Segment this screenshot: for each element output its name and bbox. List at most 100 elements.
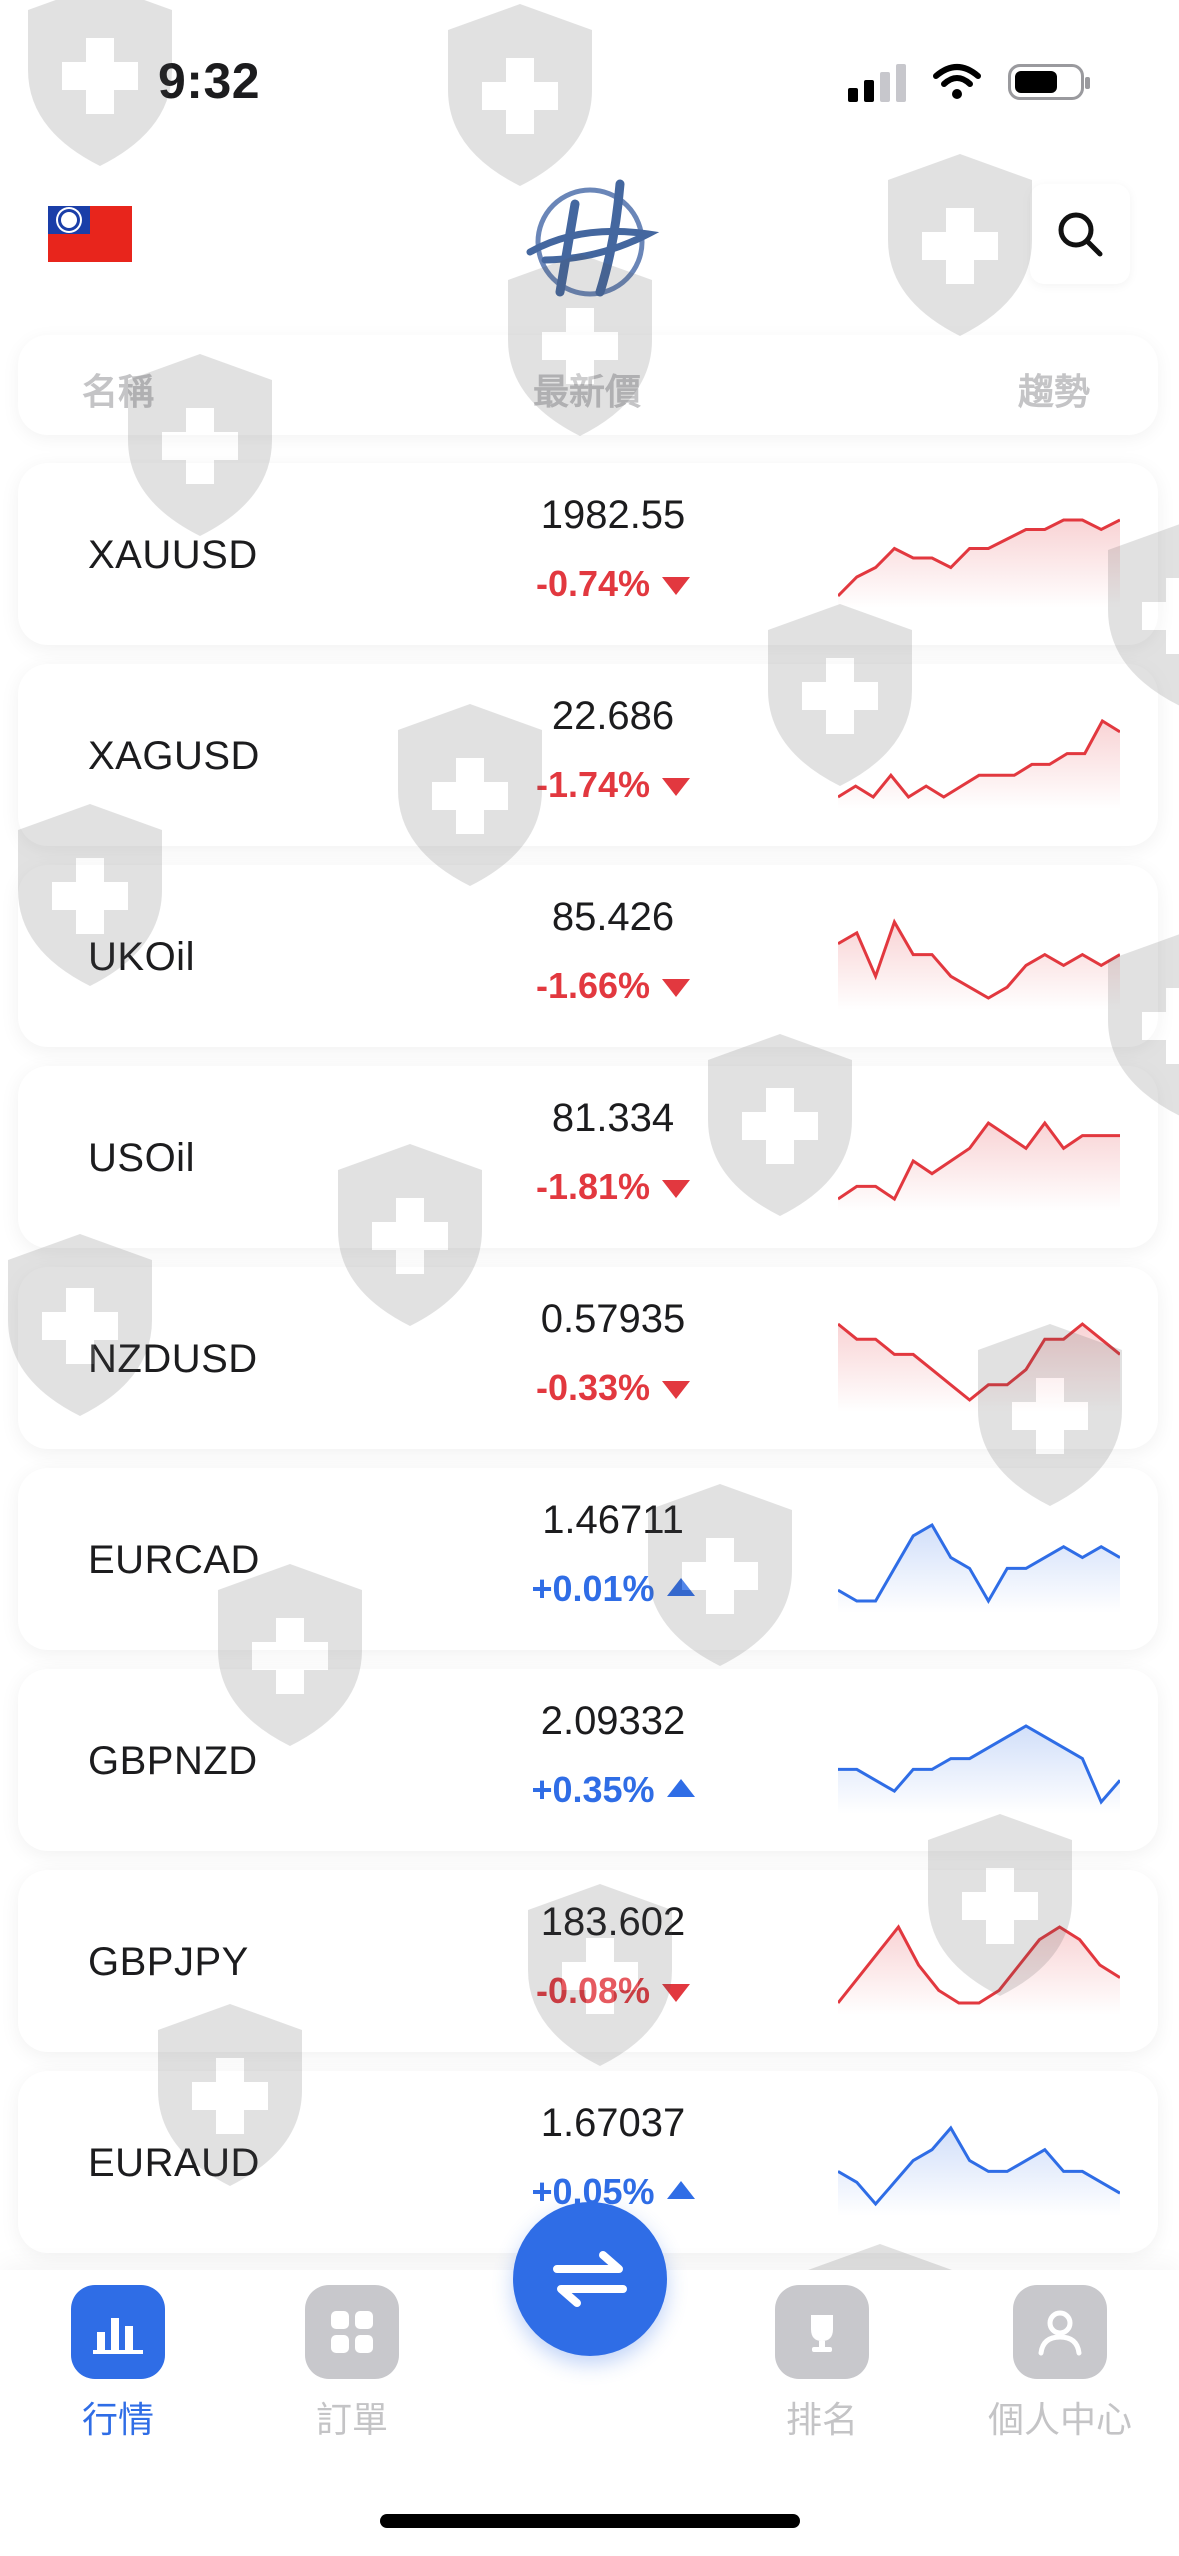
quote-change: +0.35%: [418, 1769, 808, 1811]
sparkline-line: [838, 1724, 1120, 1805]
column-name-label: 名稱: [82, 371, 155, 412]
swap-button[interactable]: [513, 2202, 667, 2356]
taiwan-flag-icon[interactable]: [48, 206, 132, 262]
sparkline-area: [838, 520, 1120, 608]
quote-price: 85.426: [551, 895, 675, 939]
bottom-tab-bar: 行情 訂單 排名 個人中心: [0, 2202, 1179, 2556]
up-arrow-icon: [666, 1779, 695, 1798]
down-arrow-icon: [662, 1180, 691, 1199]
trend-sparkline: [838, 1724, 1120, 1814]
quote-price: 2.09332: [540, 1699, 686, 1743]
trend-sparkline: [838, 1522, 1120, 1613]
quote-row[interactable]: XAUUSD 1982.55 -0.74%: [18, 463, 1158, 645]
quote-row[interactable]: GBPJPY 183.602 -0.08%: [18, 1870, 1158, 2052]
quote-symbol: XAUUSD: [88, 533, 258, 577]
down-arrow-icon: [662, 979, 691, 998]
trend-sparkline: [838, 1924, 1120, 2015]
tab-profile-label: 個人中心: [987, 2399, 1132, 2440]
sparkline-area: [838, 2128, 1120, 2216]
quote-symbol: XAGUSD: [88, 734, 260, 778]
sparkline-area: [838, 1324, 1120, 1412]
quote-price: 183.602: [540, 1900, 686, 1944]
down-arrow-icon: [662, 577, 691, 596]
tab-ranking[interactable]: 排名: [747, 2285, 897, 2443]
bar-chart-icon: [71, 2285, 165, 2379]
quote-price: 81.334: [551, 1096, 675, 1140]
ranking-icon: [775, 2285, 869, 2379]
quote-symbol: NZDUSD: [88, 1337, 258, 1381]
column-price-label: 最新價: [533, 371, 642, 412]
sparkline-area: [838, 1525, 1120, 1613]
home-indicator: [380, 2514, 800, 2528]
status-icons: [848, 62, 1090, 102]
cellular-signal-icon: [848, 62, 906, 102]
sparkline-area: [838, 1123, 1120, 1211]
trend-sparkline: [838, 1322, 1120, 1412]
down-arrow-icon: [662, 1984, 691, 2003]
tab-market[interactable]: 行情: [43, 2285, 193, 2443]
quote-symbol: EURCAD: [88, 1538, 260, 1582]
quote-price: 0.57935: [540, 1297, 686, 1341]
sparkline-line: [838, 518, 1120, 598]
quote-row[interactable]: EURAUD 1.67037 +0.05%: [18, 2071, 1158, 2253]
trend-sparkline: [838, 518, 1120, 608]
brand-logo-icon: [526, 179, 660, 297]
quote-symbol: USOil: [88, 1136, 195, 1180]
sparkline-line: [838, 1924, 1120, 2005]
quote-symbol: GBPNZD: [88, 1739, 258, 1783]
tab-ranking-label: 排名: [785, 2399, 858, 2440]
battery-icon: [1008, 64, 1090, 100]
sparkline-area: [838, 721, 1120, 809]
quote-row[interactable]: UKOil 85.426 -1.66%: [18, 865, 1158, 1047]
up-arrow-icon: [666, 2181, 695, 2200]
sparkline-line: [838, 2125, 1120, 2207]
quote-change: +0.01%: [418, 1568, 808, 1610]
trend-sparkline: [838, 718, 1120, 809]
quote-symbol: UKOil: [88, 935, 195, 979]
trend-sparkline: [838, 918, 1120, 1010]
quote-change: -1.66%: [418, 965, 808, 1007]
status-time: 9:32: [158, 53, 261, 109]
quote-change: -0.33%: [418, 1367, 808, 1409]
quote-price: 1.46711: [542, 1498, 684, 1542]
quote-symbol: GBPJPY: [88, 1940, 249, 1984]
column-header: 名稱 最新價 趨勢: [18, 335, 1158, 435]
sparkline-area: [838, 922, 1120, 1010]
quote-row[interactable]: USOil 81.334 -1.81%: [18, 1066, 1158, 1248]
search-button[interactable]: [1030, 184, 1130, 284]
sparkline-line: [838, 918, 1120, 1000]
tab-profile[interactable]: 個人中心: [985, 2285, 1135, 2443]
quote-price: 22.686: [551, 694, 675, 738]
trend-sparkline: [838, 1120, 1120, 1211]
wifi-icon: [933, 64, 981, 99]
tab-orders[interactable]: 訂單: [277, 2285, 427, 2443]
quote-change: -0.74%: [418, 563, 808, 605]
column-trend-label: 趨勢: [1017, 371, 1090, 412]
down-arrow-icon: [662, 1381, 691, 1400]
quote-row[interactable]: NZDUSD 0.57935 -0.33%: [18, 1267, 1158, 1449]
sparkline-area: [838, 1726, 1120, 1814]
tab-market-label: 行情: [81, 2399, 154, 2440]
app-header: [0, 170, 1179, 300]
quote-row[interactable]: GBPNZD 2.09332 +0.35%: [18, 1669, 1158, 1851]
swap-arrows-icon: [553, 2251, 627, 2307]
quote-change: -1.81%: [418, 1166, 808, 1208]
up-arrow-icon: [666, 1578, 695, 1597]
quote-symbol: EURAUD: [88, 2141, 260, 2185]
quote-row[interactable]: XAGUSD 22.686 -1.74%: [18, 664, 1158, 846]
grid-icon: [305, 2285, 399, 2379]
quote-price: 1982.55: [540, 493, 686, 537]
trend-sparkline: [838, 2125, 1120, 2216]
search-icon: [1058, 212, 1103, 257]
sparkline-line: [838, 1322, 1120, 1402]
sparkline-line: [838, 718, 1120, 799]
sparkline-line: [838, 1120, 1120, 1202]
user-icon: [1013, 2285, 1107, 2379]
tab-orders-label: 訂單: [315, 2399, 388, 2440]
down-arrow-icon: [662, 778, 691, 797]
quote-change: -1.74%: [418, 764, 808, 806]
status-bar: 9:32: [0, 0, 1179, 150]
quote-change: -0.08%: [418, 1970, 808, 2012]
sparkline-line: [838, 1522, 1120, 1605]
quote-row[interactable]: EURCAD 1.46711 +0.01%: [18, 1468, 1158, 1650]
